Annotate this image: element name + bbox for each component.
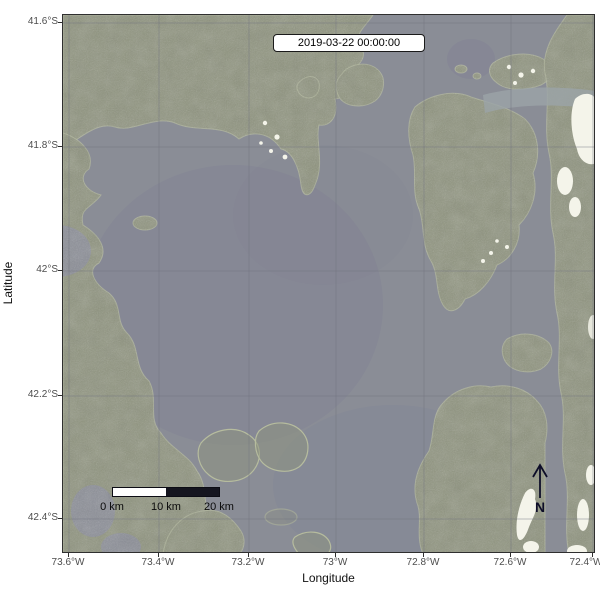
y-tick-label: 41.8°S xyxy=(27,140,58,151)
scale-bar xyxy=(112,487,220,497)
x-tick-label: 72.8°W xyxy=(406,557,440,568)
tick-mark xyxy=(58,146,62,147)
tick-mark xyxy=(58,22,62,23)
tick-mark xyxy=(423,553,424,557)
x-axis-title: Longitude xyxy=(302,571,355,585)
tick-mark xyxy=(592,553,593,557)
island xyxy=(197,428,260,482)
tick-mark xyxy=(58,518,62,519)
y-tick-label: 41.6°S xyxy=(27,16,58,27)
north-label: N xyxy=(534,499,546,515)
scale-label-10: 10 km xyxy=(151,501,181,513)
tick-mark xyxy=(58,270,62,271)
scale-bar-segment-light xyxy=(113,488,166,496)
outline-islands xyxy=(197,422,332,552)
x-tick-label: 73°W xyxy=(322,557,348,568)
scale-label-20: 20 km xyxy=(204,501,234,513)
island xyxy=(254,422,309,472)
channel-water xyxy=(483,87,594,113)
scale-label-0: 0 km xyxy=(100,501,124,513)
island xyxy=(264,508,298,526)
x-tick-label: 72.4°W xyxy=(569,557,600,568)
scale-bar-segment-dark xyxy=(166,488,219,496)
tick-mark xyxy=(58,395,62,396)
map-panel[interactable] xyxy=(62,14,595,553)
timestamp-label: 2019-03-22 00:00:00 xyxy=(273,34,425,52)
graticule xyxy=(63,15,594,552)
x-tick-label: 72.6°W xyxy=(493,557,527,568)
tick-mark xyxy=(68,553,69,557)
island xyxy=(292,531,332,552)
tick-mark xyxy=(510,553,511,557)
x-tick-label: 73.2°W xyxy=(231,557,265,568)
satellite-map xyxy=(63,15,594,552)
y-tick-label: 42.2°S xyxy=(27,389,58,400)
x-tick-label: 73.6°W xyxy=(51,557,85,568)
y-tick-label: 42°S xyxy=(36,264,58,275)
tick-mark xyxy=(335,553,336,557)
x-tick-label: 73.4°W xyxy=(141,557,175,568)
snow-patches xyxy=(259,64,594,552)
tick-mark xyxy=(248,553,249,557)
north-arrow-icon xyxy=(532,463,548,498)
y-tick-label: 42.4°S xyxy=(27,512,58,523)
y-axis-title: Latitude xyxy=(1,261,15,305)
tick-mark xyxy=(158,553,159,557)
